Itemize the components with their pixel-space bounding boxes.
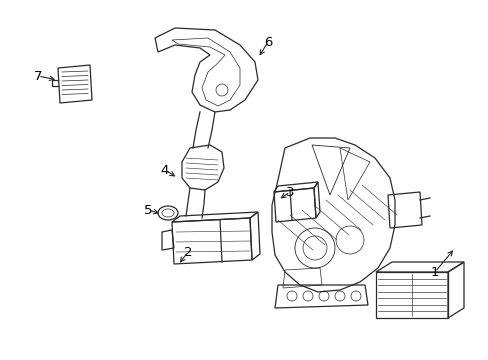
Text: 1: 1 [430,266,438,279]
Text: 5: 5 [143,203,152,216]
Text: 7: 7 [34,69,42,82]
Text: 4: 4 [161,163,169,176]
Text: 2: 2 [183,246,192,258]
Text: 6: 6 [263,36,272,49]
Text: 3: 3 [285,185,294,198]
